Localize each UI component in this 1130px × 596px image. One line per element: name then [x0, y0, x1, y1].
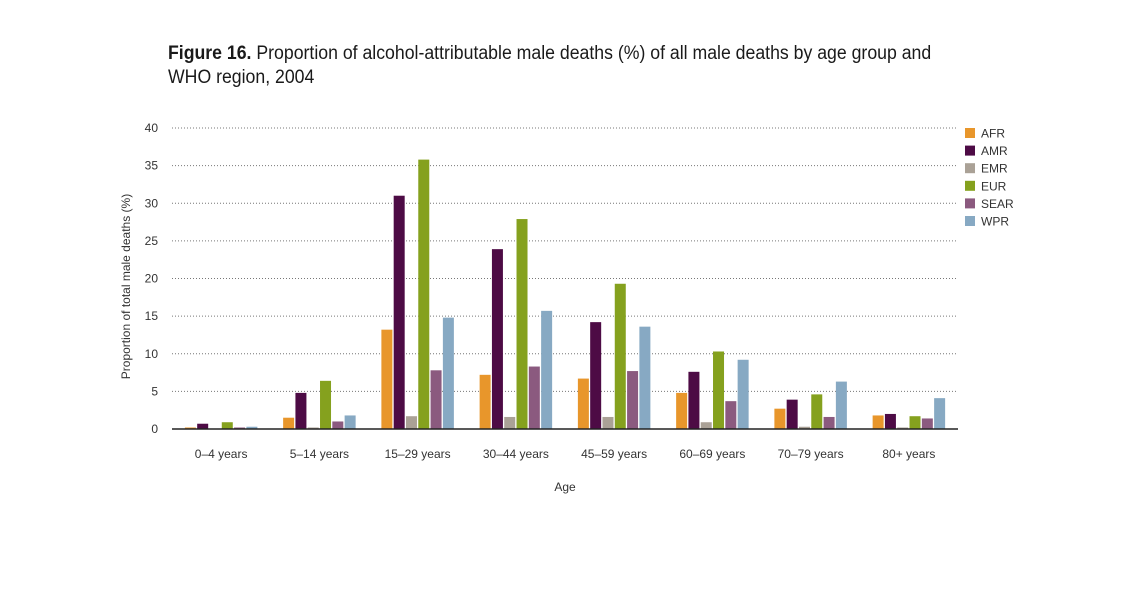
- bar-wpr: [737, 359, 749, 429]
- bar-amr: [884, 413, 896, 429]
- bar-afr: [676, 392, 688, 429]
- bar-wpr: [639, 326, 651, 429]
- bar-sear: [627, 371, 639, 429]
- legend-label-sear: SEAR: [981, 197, 1014, 211]
- y-tick-label: 5: [151, 384, 158, 398]
- legend-label-emr: EMR: [981, 162, 1008, 176]
- bar-amr: [688, 371, 700, 429]
- bar-emr: [602, 416, 614, 429]
- x-tick-label: 15–29 years: [385, 447, 451, 461]
- x-tick-label: 45–59 years: [581, 447, 647, 461]
- figure-title-text: Proportion of alcohol-attributable male …: [168, 43, 932, 88]
- bar-wpr: [246, 426, 258, 429]
- legend-label-afr: AFR: [981, 127, 1005, 141]
- bar-sear: [528, 366, 540, 429]
- bar-eur: [811, 394, 823, 429]
- bar-amr: [393, 195, 405, 429]
- bar-wpr: [442, 317, 454, 429]
- bar-emr: [405, 416, 417, 429]
- bar-emr: [700, 422, 712, 429]
- bar-afr: [577, 378, 589, 429]
- y-axis-ticks: 0 5 10 15 20 25 30 35 40: [145, 121, 159, 436]
- bar-wpr: [934, 398, 946, 429]
- bar-eur: [713, 351, 725, 429]
- x-tick-label: 60–69 years: [679, 447, 745, 461]
- bar-sear: [430, 370, 442, 429]
- legend-swatch-eur: [965, 180, 975, 191]
- bar-eur: [418, 159, 430, 430]
- figure-title: Figure 16. Proportion of alcohol-attribu…: [168, 42, 940, 90]
- legend-label-amr: AMR: [981, 144, 1008, 158]
- gridlines: [172, 127, 958, 392]
- bar-amr: [491, 249, 503, 429]
- x-axis-ticks: 0–4 years 5–14 years 15–29 years 30–44 year…: [195, 447, 936, 461]
- bar-wpr: [541, 310, 553, 429]
- bar-emr: [798, 426, 810, 429]
- bar-amr: [786, 399, 798, 429]
- x-axis-title: Age: [554, 480, 576, 494]
- y-tick-label: 40: [145, 121, 159, 135]
- legend-swatch-afr: [965, 128, 975, 138]
- bars: [184, 159, 946, 430]
- x-tick-label: 70–79 years: [778, 447, 844, 461]
- bar-eur: [909, 416, 921, 429]
- y-tick-label: 30: [145, 196, 159, 210]
- bar-eur: [320, 380, 332, 429]
- bar-eur: [221, 422, 233, 429]
- bar-amr: [590, 322, 602, 429]
- figure-number: Figure 16.: [168, 43, 252, 64]
- bar-sear: [332, 421, 344, 429]
- bar-eur: [614, 283, 626, 429]
- y-tick-label: 10: [145, 347, 159, 361]
- bar-eur: [516, 219, 528, 429]
- x-tick-label: 30–44 years: [483, 447, 549, 461]
- bar-wpr: [835, 381, 847, 429]
- legend-swatch-wpr: [965, 216, 975, 226]
- x-tick-label: 5–14 years: [290, 447, 349, 461]
- bar-afr: [774, 408, 786, 429]
- bar-afr: [872, 415, 884, 429]
- y-tick-label: 0: [151, 422, 158, 436]
- legend-label-eur: EUR: [981, 179, 1007, 193]
- bar-emr: [504, 416, 516, 429]
- bar-sear: [921, 418, 933, 429]
- bar-afr: [381, 329, 393, 429]
- y-tick-label: 25: [145, 234, 159, 248]
- y-tick-label: 15: [145, 309, 159, 323]
- bar-amr: [295, 392, 307, 429]
- bar-amr: [197, 423, 209, 429]
- bar-sear: [725, 401, 737, 429]
- legend-label-wpr: WPR: [981, 215, 1009, 229]
- y-tick-label: 20: [145, 272, 159, 286]
- y-tick-label: 35: [145, 159, 159, 173]
- legend-swatch-emr: [965, 163, 975, 174]
- bar-afr: [283, 417, 295, 429]
- x-tick-label: 0–4 years: [195, 447, 248, 461]
- legend-swatch-amr: [965, 145, 975, 156]
- y-axis-title: Proportion of total male deaths (%): [119, 194, 133, 379]
- legend: AFR AMR EMR EUR SEAR WPR: [965, 127, 1014, 229]
- bar-sear: [823, 416, 835, 429]
- bar-wpr: [344, 415, 356, 429]
- bar-afr: [479, 374, 491, 429]
- legend-swatch-sear: [965, 198, 975, 209]
- x-tick-label: 80+ years: [882, 447, 935, 461]
